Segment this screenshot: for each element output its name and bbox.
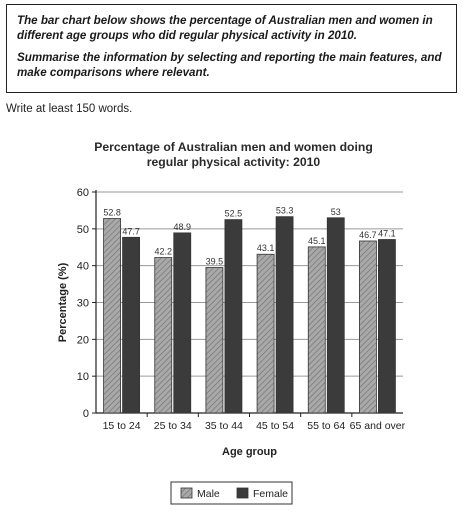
legend-label-male: Male — [197, 488, 220, 500]
x-axis-title: Age group — [222, 446, 277, 458]
y-tick-label: 40 — [77, 261, 89, 273]
data-label-female: 48.9 — [173, 222, 191, 232]
task-description: The bar chart below shows the percentage… — [17, 14, 433, 42]
bar-male — [307, 246, 326, 414]
chart-title-line-1: Percentage of Australian men and women d… — [94, 140, 373, 154]
bar-female — [122, 236, 140, 414]
bar-male — [205, 267, 224, 414]
bar-male — [256, 253, 275, 414]
y-tick-label: 50 — [77, 224, 89, 236]
data-label-female: 47.1 — [378, 229, 396, 239]
bar-female — [275, 216, 294, 414]
y-tick-label: 10 — [77, 371, 89, 383]
x-tick-label: 15 to 24 — [103, 420, 141, 432]
bar-female — [378, 239, 396, 414]
chart-title-line-2: regular physical activity: 2010 — [146, 155, 321, 169]
data-label-female: 53 — [331, 207, 341, 217]
bar-female — [326, 217, 345, 414]
word-count-instruction: Write at least 150 words. — [6, 103, 133, 115]
bar-female — [173, 232, 192, 414]
legend-swatch-female — [236, 487, 249, 499]
task-instructions: Summarise the information by selecting a… — [17, 51, 442, 79]
y-tick-label: 30 — [77, 298, 89, 310]
data-label-female: 52.5 — [225, 209, 243, 219]
y-tick-label: 20 — [77, 334, 89, 346]
y-axis-title: Percentage (%) — [57, 262, 69, 342]
data-label-female: 47.7 — [122, 226, 140, 236]
y-tick-label: 60 — [77, 187, 89, 199]
legend-box — [170, 481, 293, 505]
bar-female — [224, 219, 243, 414]
bar-male — [103, 218, 121, 414]
legend-label-female: Female — [253, 488, 288, 500]
x-tick-label: 55 to 64 — [307, 420, 345, 432]
legend-swatch-male — [180, 487, 193, 499]
data-label-male: 43.1 — [257, 243, 275, 253]
x-tick-label: 35 to 44 — [205, 420, 243, 432]
data-label-male: 46.7 — [359, 230, 377, 240]
data-label-male: 39.5 — [206, 257, 224, 267]
data-label-male: 45.1 — [308, 236, 326, 246]
y-tick-label: 0 — [83, 408, 89, 420]
task-prompt-box: The bar chart below shows the percentage… — [6, 4, 457, 93]
x-tick-label: 45 to 54 — [256, 420, 294, 432]
data-label-female: 53.3 — [276, 206, 294, 216]
x-tick-label: 65 and over — [350, 420, 406, 432]
x-tick-label: 25 to 34 — [154, 420, 192, 432]
bar-male — [154, 257, 173, 414]
bar-male — [359, 240, 377, 414]
data-label-male: 42.2 — [154, 247, 172, 257]
data-label-male: 52.8 — [103, 208, 121, 218]
